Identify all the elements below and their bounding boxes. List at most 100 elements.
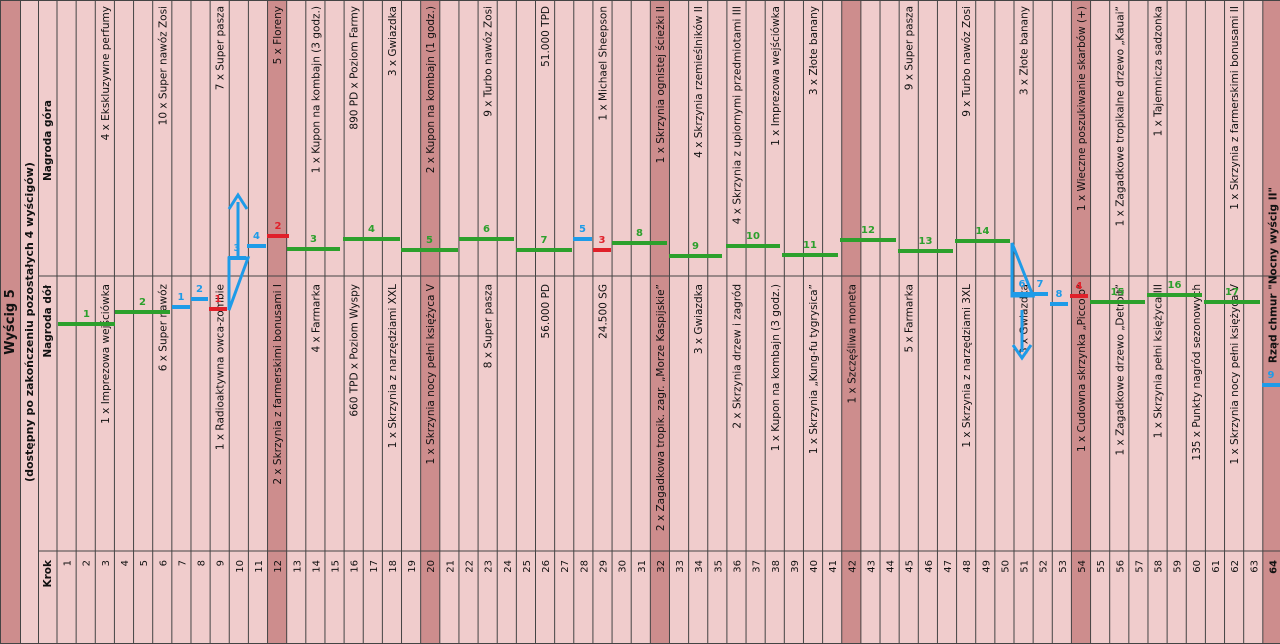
step-number: 2 xyxy=(82,560,93,566)
bottom-reward: 1 x Imprezowa wejściówka xyxy=(100,284,112,424)
step-number: 30 xyxy=(618,560,629,573)
path-step-label: 8 xyxy=(636,228,643,239)
title-column xyxy=(0,0,20,644)
top-reward: 1 x Imprezowa wejściówka xyxy=(770,6,782,146)
path-step-label: 12 xyxy=(861,225,875,236)
path-step-label: 16 xyxy=(1168,280,1182,291)
path-step-label: 4 xyxy=(1076,281,1083,292)
step-number: 57 xyxy=(1134,560,1145,573)
step-number: 17 xyxy=(369,560,380,573)
step-number: 27 xyxy=(560,560,571,573)
top-row-header: Nagroda góra xyxy=(42,100,54,181)
step-number: 37 xyxy=(752,560,763,573)
bottom-reward: 2 x Skrzynia z farmerskimi bonusami I xyxy=(272,284,284,485)
path-step-label: 11 xyxy=(803,240,817,251)
step-number: 53 xyxy=(1058,560,1069,573)
step-number: 36 xyxy=(732,560,743,573)
step-number: 9 xyxy=(216,560,227,566)
step-number: 48 xyxy=(962,560,973,573)
bottom-reward: 1 x Cudowna skrzynka „Piccolo” xyxy=(1076,284,1088,452)
step-number: 35 xyxy=(713,560,724,573)
top-reward: 1 x Zagadkowe tropikalne drzewo „Kauai” xyxy=(1114,6,1126,226)
step-number: 15 xyxy=(331,560,342,573)
bottom-reward: 1 x Radioaktywna owca-zombie xyxy=(215,284,227,450)
top-reward: 7 x Super pasza xyxy=(215,6,227,90)
path-step-label: 7 xyxy=(541,235,548,246)
bottom-reward: 1 x Kupon na kombajn (3 godz.) xyxy=(770,284,782,451)
step-number: 11 xyxy=(254,560,265,573)
step-number: 55 xyxy=(1096,560,1107,573)
path-step-label: 7 xyxy=(1037,279,1044,290)
step-number: 33 xyxy=(675,560,686,573)
top-reward: 4 x Ekskluzywne perfumy xyxy=(100,6,112,140)
top-reward: 3 x Złote banany xyxy=(808,6,820,95)
step-number: 52 xyxy=(1039,560,1050,573)
top-reward: 1 x Skrzynia ognistej ścieżki II xyxy=(655,6,667,163)
bottom-reward: 1 x Skrzynia z narzędziami XXL xyxy=(387,284,399,448)
step-number: 5 xyxy=(139,560,150,566)
bottom-reward: 6 x Super nawóz xyxy=(157,284,169,372)
top-reward: 1 x Kupon na kombajn (3 godz.) xyxy=(310,6,322,173)
step-number: 59 xyxy=(1173,560,1184,573)
path-step-label: 9 xyxy=(1268,370,1275,381)
top-reward: 1 x Tajemnicza sadzonka xyxy=(1153,6,1165,136)
step-number: 63 xyxy=(1249,560,1260,573)
top-reward: 1 x Skrzynia z farmerskimi bonusami II xyxy=(1229,6,1241,210)
bottom-row-header: Nagroda dół xyxy=(42,284,54,358)
step-header: Krok xyxy=(42,559,54,588)
step-number: 39 xyxy=(790,560,801,573)
milestone-column xyxy=(841,0,861,644)
top-reward: 9 x Turbo nawóz Zosi xyxy=(961,6,973,117)
top-reward: 4 x Skrzynia rzemieślników II xyxy=(693,6,705,158)
step-number: 12 xyxy=(273,560,284,573)
bottom-reward: 1 x Skrzynia nocy pełni księżyca V xyxy=(1229,283,1241,464)
step-number: 20 xyxy=(426,560,437,573)
bottom-reward: 1 x Skrzynia „Kung-fu tygrysica” xyxy=(808,284,820,454)
bottom-reward: 5 x Farmarka xyxy=(904,284,916,353)
bottom-reward: Rząd chmur "Nocny wyścig II" xyxy=(1267,187,1279,363)
path-step-label: 15 xyxy=(1111,287,1125,298)
arrow-down-head-icon xyxy=(1011,344,1033,361)
milestone-column xyxy=(420,0,440,644)
step-number: 60 xyxy=(1192,560,1203,573)
milestone-column xyxy=(1071,0,1091,644)
step-number: 45 xyxy=(905,560,916,573)
bottom-reward: 2 x Skrzynia drzew i zagród xyxy=(731,284,743,429)
path-step-label: 1 xyxy=(178,292,185,303)
top-reward: 890 PD x Poziom Farmy xyxy=(349,6,361,130)
arrow-up-head-icon xyxy=(227,192,249,210)
path-step-label: 6 xyxy=(483,224,490,235)
milestone-column xyxy=(650,0,670,644)
bottom-reward: 1 x Skrzynia z narzędziami 3XL xyxy=(961,284,973,448)
step-number: 49 xyxy=(981,560,992,573)
path-step-label: 13 xyxy=(919,236,933,247)
step-number: 42 xyxy=(847,560,858,573)
top-reward: 2 x Kupon na kombajn (1 godz.) xyxy=(425,6,437,173)
step-number: 41 xyxy=(828,560,839,573)
step-number: 32 xyxy=(656,560,667,573)
top-reward: 10 x Super nawóz Zosi xyxy=(157,6,169,125)
step-number: 61 xyxy=(1211,560,1222,573)
step-number: 24 xyxy=(503,560,514,573)
path-step-label: 17 xyxy=(1225,287,1239,298)
step-number: 6 xyxy=(158,560,169,566)
step-number: 50 xyxy=(1000,560,1011,573)
step-number: 3 xyxy=(101,560,112,566)
path-step-label: 8 xyxy=(1056,289,1063,300)
top-reward: 3 x Gwiazdka xyxy=(387,6,399,76)
step-number: 19 xyxy=(407,560,418,573)
milestone-column xyxy=(1262,0,1280,644)
step-number: 54 xyxy=(1077,560,1088,573)
top-reward: 51.000 TPD xyxy=(540,6,552,67)
step-number: 14 xyxy=(311,560,322,573)
path-step-label: 1 xyxy=(215,294,222,305)
race-subtitle: (dostępny po zakończeniu pozostałych 4 w… xyxy=(23,162,36,482)
top-reward: 1 x Michael Sheepson xyxy=(597,6,609,121)
step-number: 23 xyxy=(484,560,495,573)
path-step-label: 10 xyxy=(746,231,760,242)
bottom-reward: 1 x Szczęśliwa moneta xyxy=(846,284,858,403)
step-number: 1 xyxy=(63,560,74,566)
top-reward: 4 x Skrzynia z upiornymi przedmiotami II… xyxy=(731,6,743,224)
path-step-label: 2 xyxy=(196,284,203,295)
